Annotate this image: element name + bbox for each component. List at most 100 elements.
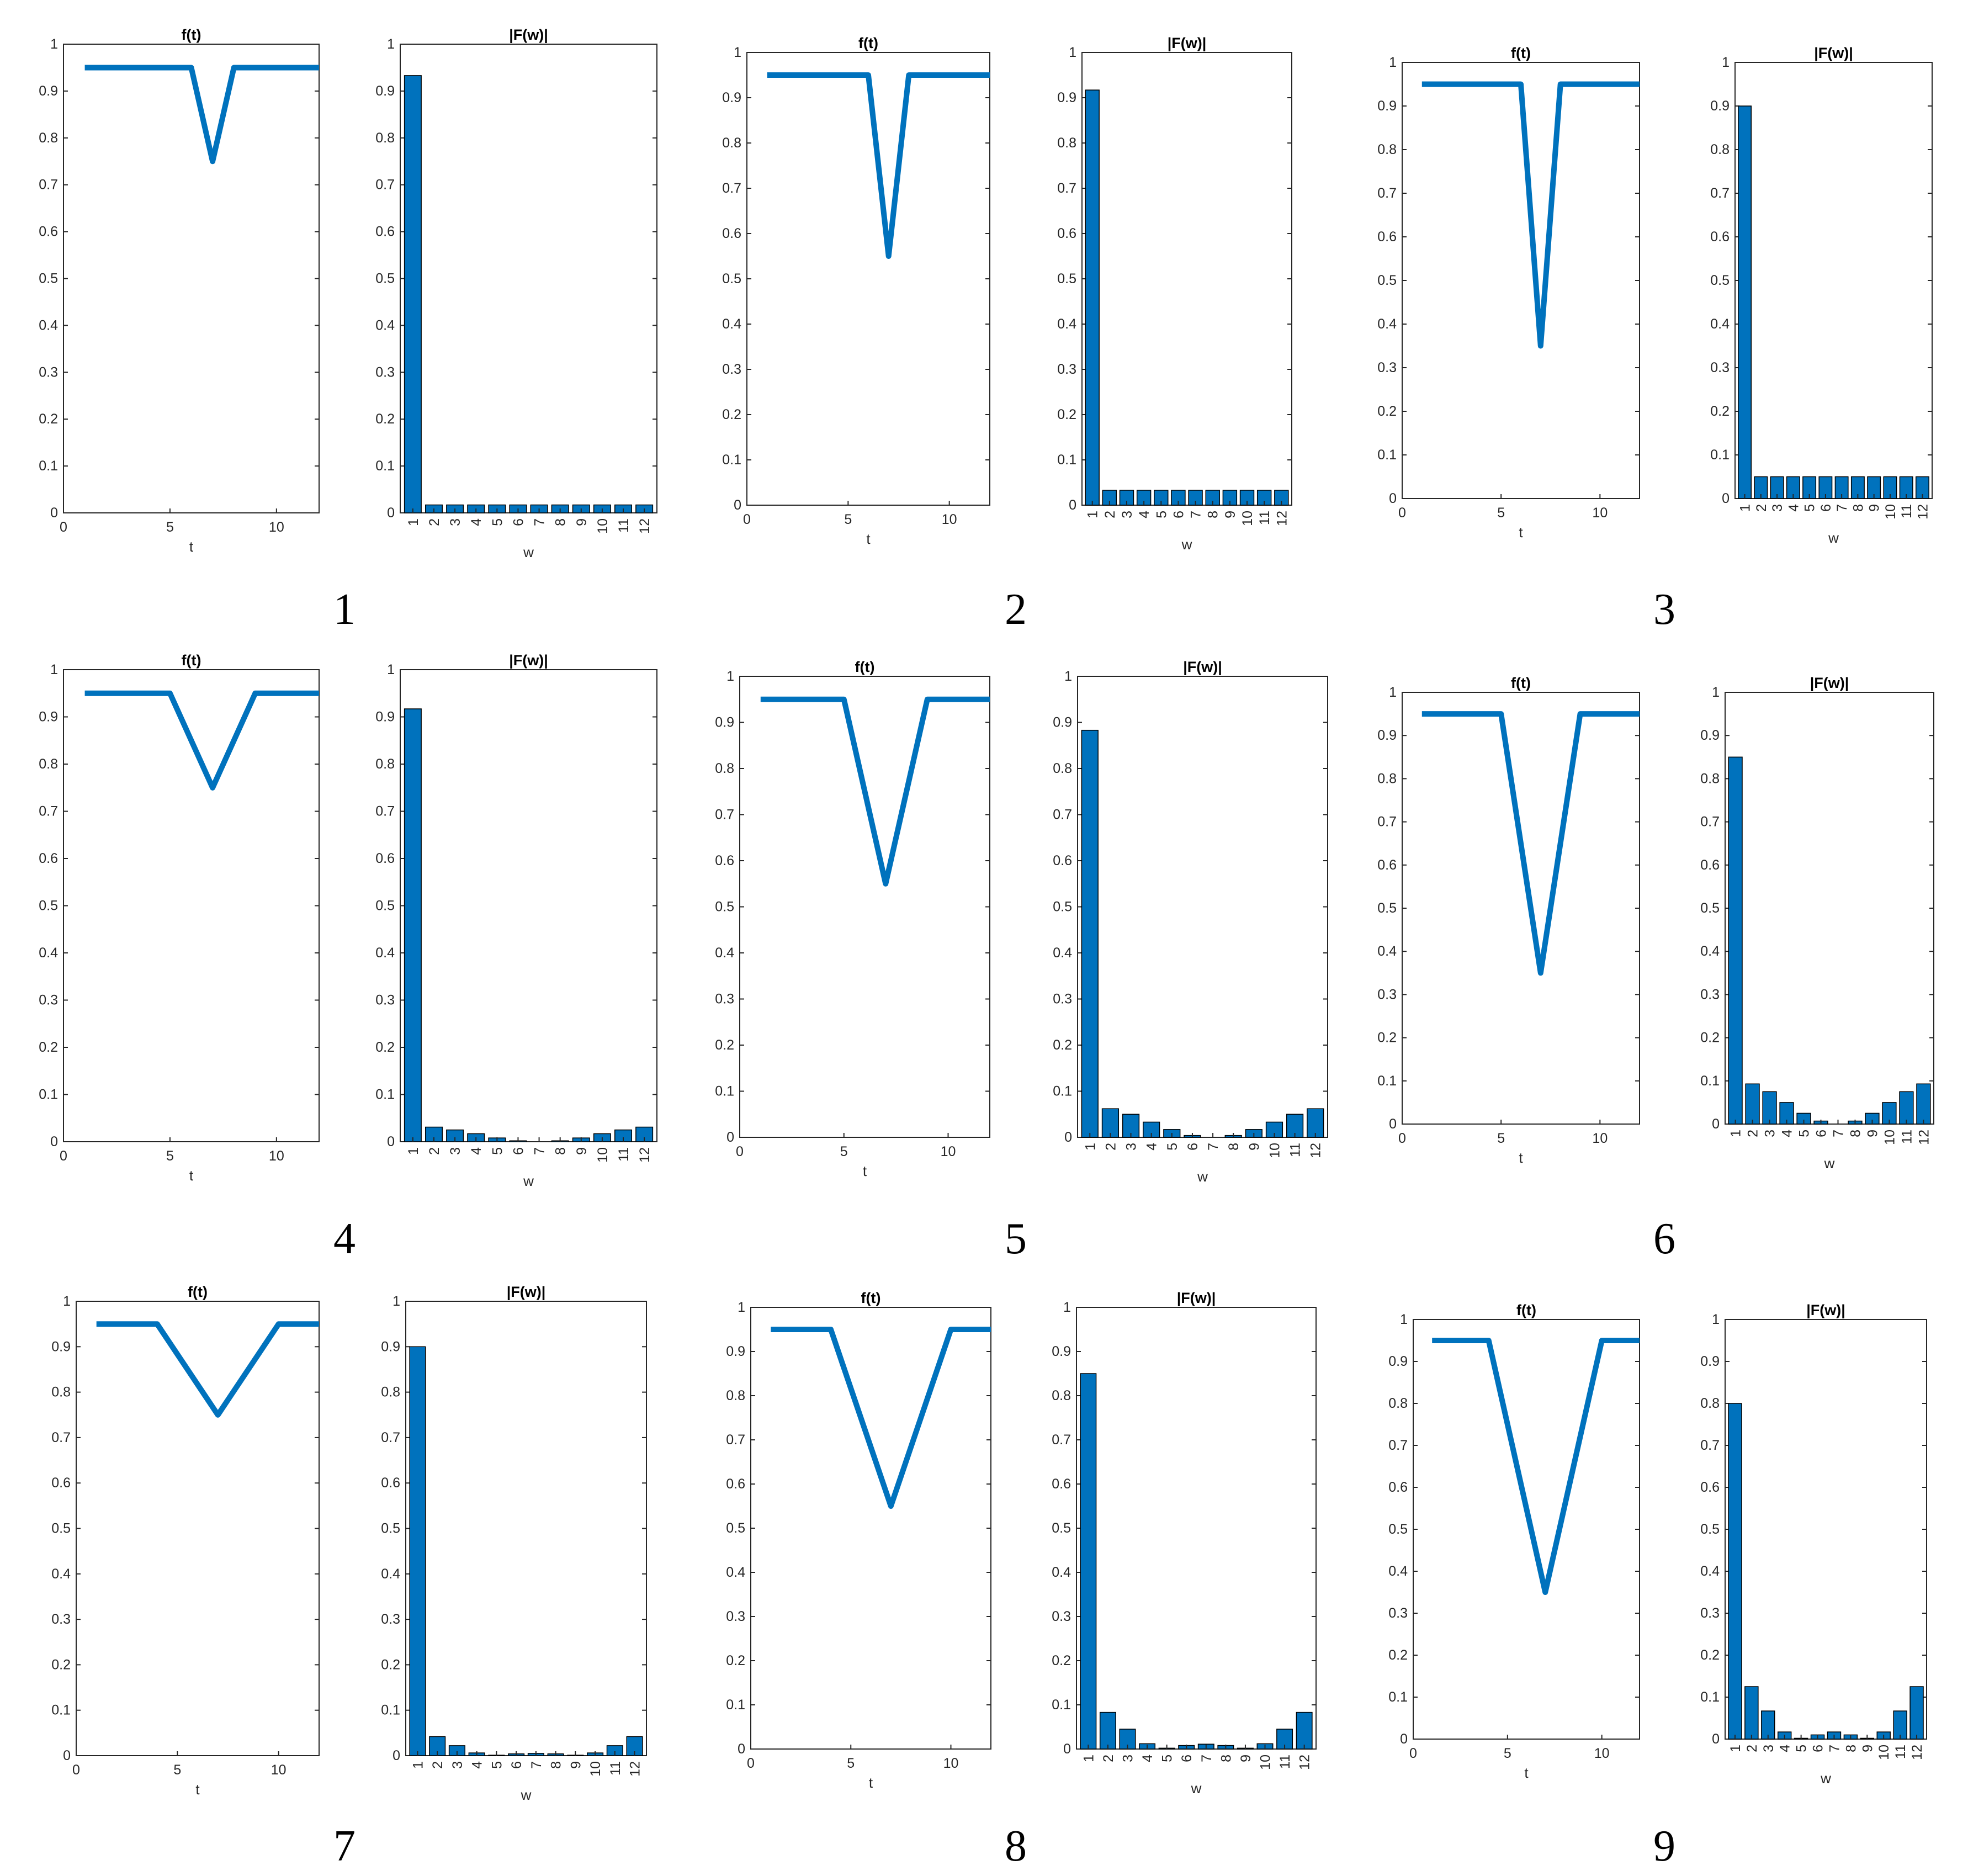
ytick-label-p4-time-2: 0.2 — [39, 1040, 58, 1055]
ytick-label-p7-freq-8: 0.8 — [381, 1385, 400, 1400]
ytick-label-p6-freq-4: 0.4 — [1700, 944, 1720, 959]
xtick-label-p6-time-1: 5 — [1497, 1131, 1505, 1146]
ytick-label-p3-freq-9: 0.9 — [1710, 98, 1730, 114]
xtick-label-p7-freq-1: 2 — [430, 1761, 445, 1769]
axes-box-p8-freq — [1076, 1307, 1317, 1750]
x-axis-label-p1-freq: w — [523, 544, 534, 560]
panel-number-5: 5 — [1005, 1215, 1027, 1263]
chart-title-p6-time: f(t) — [1511, 675, 1531, 691]
xtick-label-p3-freq-2: 3 — [1770, 504, 1785, 512]
ytick-label-p6-time-10: 1 — [1389, 685, 1397, 700]
ytick-label-p5-time-8: 0.8 — [715, 761, 734, 776]
ytick-label-p9-time-6: 0.6 — [1388, 1480, 1408, 1495]
xtick-label-p9-time-1: 5 — [1504, 1746, 1511, 1761]
ytick-label-p4-time-1: 0.1 — [39, 1087, 58, 1103]
chart-title-p4-time: f(t) — [182, 652, 201, 669]
bar-p4-freq-1 — [404, 708, 422, 1142]
ytick-label-p1-time-8: 0.8 — [39, 130, 58, 146]
xtick-label-p3-freq-8: 9 — [1867, 504, 1882, 512]
xtick-label-p3-freq-0: 1 — [1738, 504, 1753, 512]
xtick-label-p7-freq-2: 3 — [450, 1761, 465, 1769]
ytick-label-p7-freq-7: 0.7 — [381, 1430, 400, 1445]
ytick-label-p2-time-9: 0.9 — [722, 90, 741, 105]
xtick-label-p2-freq-8: 9 — [1223, 511, 1238, 518]
ytick-label-p1-time-9: 0.9 — [39, 83, 58, 99]
ytick-label-p9-time-0: 0 — [1400, 1731, 1408, 1747]
xtick-label-p2-freq-9: 10 — [1240, 511, 1255, 526]
spectrum-plot-3: 00.10.20.30.40.50.60.70.80.91|F(w)|1 2 3 4 5… — [1710, 45, 1933, 546]
ytick-label-p7-freq-10: 1 — [392, 1294, 400, 1309]
xtick-label-p7-freq-3: 4 — [470, 1761, 485, 1769]
xtick-label-p6-freq-11: 12 — [1916, 1130, 1932, 1145]
ytick-label-p4-freq-3: 0.3 — [375, 993, 395, 1008]
xtick-label-p4-freq-10: 11 — [616, 1147, 632, 1162]
ytick-label-p4-time-10: 1 — [50, 662, 58, 677]
ytick-label-p2-freq-2: 0.2 — [1057, 407, 1076, 422]
xtick-label-p1-freq-9: 10 — [595, 518, 611, 534]
ytick-label-p8-freq-1: 0.1 — [1052, 1697, 1071, 1713]
ytick-label-p3-time-9: 0.9 — [1377, 98, 1397, 114]
ytick-label-p8-freq-7: 0.7 — [1052, 1432, 1071, 1448]
xtick-label-p2-freq-3: 4 — [1137, 511, 1152, 518]
chart-title-p2-time: f(t) — [858, 35, 878, 51]
xtick-label-p1-freq-4: 5 — [490, 518, 505, 526]
ytick-label-p9-time-7: 0.7 — [1388, 1438, 1408, 1453]
ytick-label-p2-time-8: 0.8 — [722, 135, 741, 151]
ytick-label-p2-freq-1: 0.1 — [1057, 452, 1076, 468]
ytick-label-p8-time-9: 0.9 — [726, 1344, 745, 1359]
ytick-label-p7-freq-6: 0.6 — [381, 1475, 400, 1491]
xtick-label-p1-freq-0: 1 — [406, 518, 421, 526]
axes-box-p4-freq — [400, 669, 657, 1142]
xtick-label-p6-freq-3: 4 — [1780, 1130, 1795, 1137]
xtick-label-p6-freq-6: 7 — [1831, 1130, 1846, 1137]
ytick-label-p4-time-0: 0 — [50, 1134, 58, 1149]
ytick-label-p3-freq-4: 0.4 — [1710, 316, 1730, 332]
x-axis-label-p9-time: t — [1524, 1764, 1529, 1781]
chart-title-p7-freq: |F(w)| — [507, 1284, 546, 1300]
xtick-label-p5-time-2: 10 — [941, 1144, 956, 1159]
ytick-label-p7-time-2: 0.2 — [51, 1657, 71, 1672]
ytick-label-p3-freq-6: 0.6 — [1710, 229, 1730, 245]
bar-p6-freq-11 — [1899, 1091, 1914, 1125]
xtick-label-p8-time-0: 0 — [747, 1756, 755, 1771]
xtick-label-p7-freq-10: 11 — [608, 1761, 623, 1776]
ytick-label-p3-freq-0: 0 — [1722, 491, 1730, 506]
ytick-label-p5-time-2: 0.2 — [715, 1037, 734, 1053]
xtick-label-p5-freq-9: 10 — [1267, 1143, 1282, 1158]
ytick-label-p8-time-10: 1 — [738, 1300, 745, 1315]
axes-box-p2-time — [746, 52, 990, 506]
ytick-label-p9-freq-9: 0.9 — [1700, 1354, 1720, 1369]
x-axis-label-p1-time: t — [189, 538, 194, 555]
xtick-label-p9-freq-9: 10 — [1876, 1745, 1892, 1760]
xtick-label-p3-freq-11: 12 — [1915, 504, 1930, 520]
ytick-label-p1-freq-10: 1 — [387, 36, 395, 52]
ytick-label-p4-freq-4: 0.4 — [375, 945, 395, 961]
xtick-label-p9-freq-11: 12 — [1909, 1745, 1925, 1760]
bar-p7-freq-12 — [626, 1736, 643, 1756]
ytick-label-p8-time-0: 0 — [738, 1741, 745, 1757]
ytick-label-p6-time-4: 0.4 — [1377, 944, 1397, 959]
xtick-label-p8-freq-0: 1 — [1081, 1755, 1096, 1762]
chart-title-p2-freq: |F(w)| — [1168, 35, 1207, 51]
ytick-label-p1-time-6: 0.6 — [39, 224, 58, 240]
ytick-label-p9-time-2: 0.2 — [1388, 1647, 1408, 1663]
ytick-label-p5-freq-5: 0.5 — [1053, 899, 1072, 915]
ytick-label-p4-time-8: 0.8 — [39, 756, 58, 772]
ytick-label-p6-time-1: 0.1 — [1377, 1073, 1397, 1089]
ytick-label-p4-time-5: 0.5 — [39, 898, 58, 914]
time-plot-8: 0 0.1 0.2 0.3 0.4 0.5 0.6 0.7 0.8 0.9 1 f(t) 0 5 10 t — [726, 1290, 991, 1791]
xtick-label-p6-freq-10: 11 — [1899, 1130, 1914, 1144]
ytick-label-p8-time-4: 0.4 — [726, 1565, 745, 1580]
ytick-label-p6-freq-2: 0.2 — [1700, 1030, 1720, 1046]
xtick-label-p6-freq-1: 2 — [1746, 1130, 1761, 1137]
ytick-label-p6-time-2: 0.2 — [1377, 1030, 1397, 1046]
series-line-p8-time-0 — [771, 1327, 991, 1509]
axes-box-p3-freq — [1734, 62, 1933, 499]
ytick-label-p5-freq-4: 0.4 — [1053, 945, 1072, 961]
chart-title-p8-time: f(t) — [861, 1290, 881, 1306]
x-axis-label-p7-time: t — [195, 1781, 200, 1798]
xtick-label-p3-freq-7: 8 — [1850, 504, 1866, 512]
ytick-label-p9-freq-1: 0.1 — [1700, 1689, 1720, 1705]
xtick-label-p4-time-1: 5 — [166, 1148, 174, 1164]
ytick-label-p9-freq-10: 1 — [1712, 1312, 1720, 1327]
